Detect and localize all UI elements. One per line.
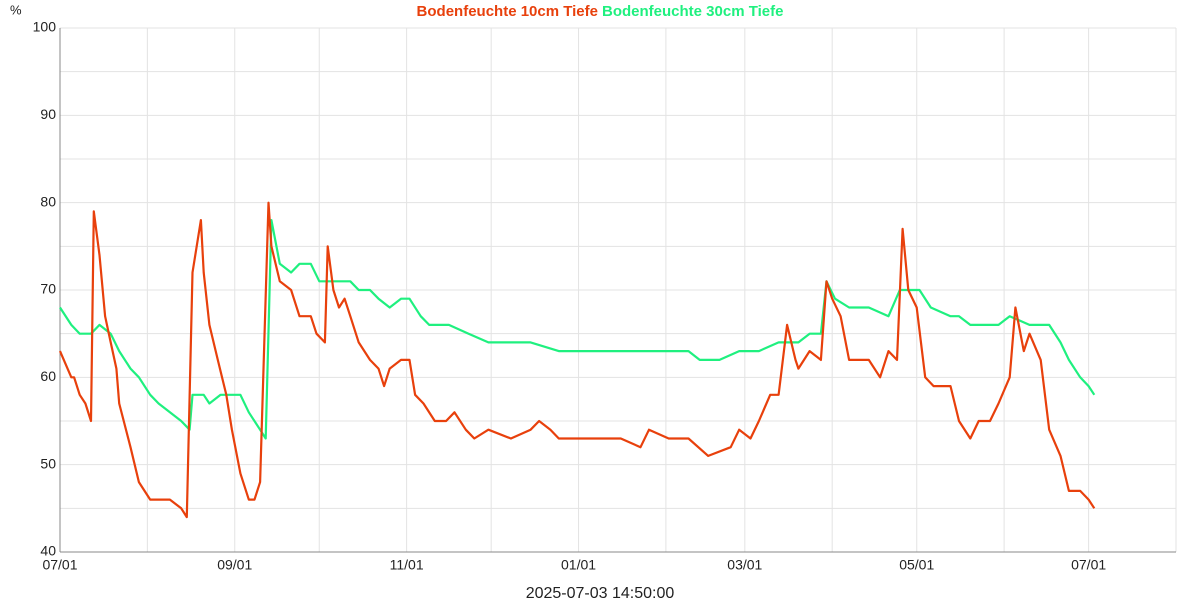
legend: Bodenfeuchte 10cm Tiefe Bodenfeuchte 30cm… (417, 3, 784, 20)
x-tick-label: 07/01 (1071, 557, 1106, 573)
y-tick-label: 90 (40, 106, 56, 122)
x-tick-label: 09/01 (217, 557, 252, 573)
x-tick-label: 07/01 (42, 557, 77, 573)
x-axis-label: 2025-07-03 14:50:00 (526, 585, 675, 600)
data-line (58, 201, 1096, 519)
data-line (59, 219, 1096, 440)
y-tick-label: 40 (40, 543, 56, 559)
y-tick-label: 60 (40, 368, 56, 384)
legend-entry: Bodenfeuchte 30cm Tiefe (602, 3, 783, 20)
y-tick-label: 70 (40, 281, 56, 297)
x-tick-label: 01/01 (561, 557, 596, 573)
legend-entry: Bodenfeuchte 10cm Tiefe (417, 3, 598, 20)
x-tick-label: 11/01 (390, 557, 424, 573)
y-tick-label: 100 (33, 19, 57, 35)
x-tick-label: 05/01 (899, 557, 934, 573)
y-tick-label: 80 (40, 193, 56, 209)
y-tick-label: 50 (40, 455, 56, 471)
x-tick-label: 03/01 (727, 557, 762, 573)
y-axis-label: % (10, 2, 22, 17)
